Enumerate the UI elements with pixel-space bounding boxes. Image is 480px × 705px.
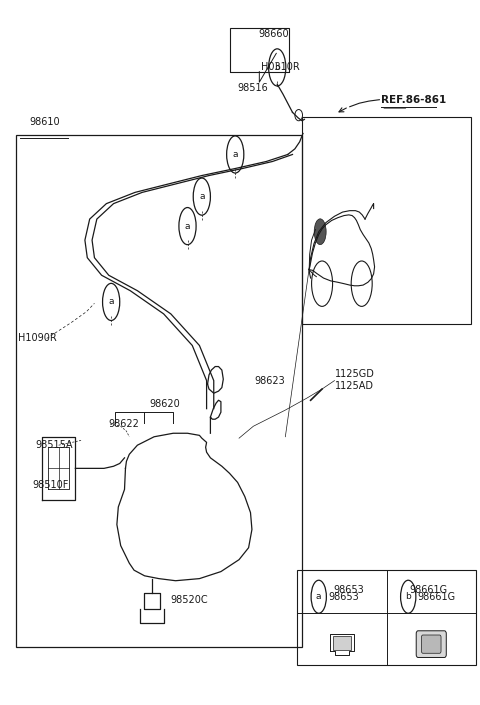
Bar bbox=[334, 636, 350, 650]
Text: REF.86-861: REF.86-861 bbox=[381, 94, 446, 105]
Text: 98661G: 98661G bbox=[418, 591, 456, 602]
Text: a: a bbox=[199, 192, 204, 201]
Text: H0310R: H0310R bbox=[262, 63, 300, 73]
Text: b: b bbox=[405, 592, 411, 601]
Text: 98520C: 98520C bbox=[171, 595, 208, 605]
Bar bbox=[16, 135, 302, 647]
Text: 98660: 98660 bbox=[258, 30, 289, 39]
Text: 1125GD: 1125GD bbox=[336, 369, 375, 379]
Bar bbox=[302, 117, 471, 324]
Text: H1090R: H1090R bbox=[18, 333, 57, 343]
Text: 98653: 98653 bbox=[328, 591, 359, 602]
Ellipse shape bbox=[314, 219, 326, 245]
Text: a: a bbox=[108, 298, 114, 307]
Text: 98653: 98653 bbox=[333, 585, 364, 595]
Text: 98515A: 98515A bbox=[36, 440, 73, 450]
Text: a: a bbox=[316, 592, 322, 601]
FancyBboxPatch shape bbox=[421, 635, 441, 654]
Text: a: a bbox=[185, 221, 190, 231]
Text: b: b bbox=[275, 63, 280, 72]
Text: 1125AD: 1125AD bbox=[336, 381, 374, 391]
Text: 98623: 98623 bbox=[254, 376, 285, 386]
Text: 98516: 98516 bbox=[237, 83, 268, 94]
Text: 98620: 98620 bbox=[149, 400, 180, 410]
Text: 98661G: 98661G bbox=[409, 585, 447, 595]
Bar bbox=[229, 28, 289, 72]
FancyBboxPatch shape bbox=[416, 631, 446, 658]
Text: a: a bbox=[232, 150, 238, 159]
Text: 98510F: 98510F bbox=[33, 479, 69, 489]
Bar bbox=[297, 570, 476, 665]
Text: 98622: 98622 bbox=[109, 419, 140, 429]
Text: 98610: 98610 bbox=[29, 117, 60, 127]
